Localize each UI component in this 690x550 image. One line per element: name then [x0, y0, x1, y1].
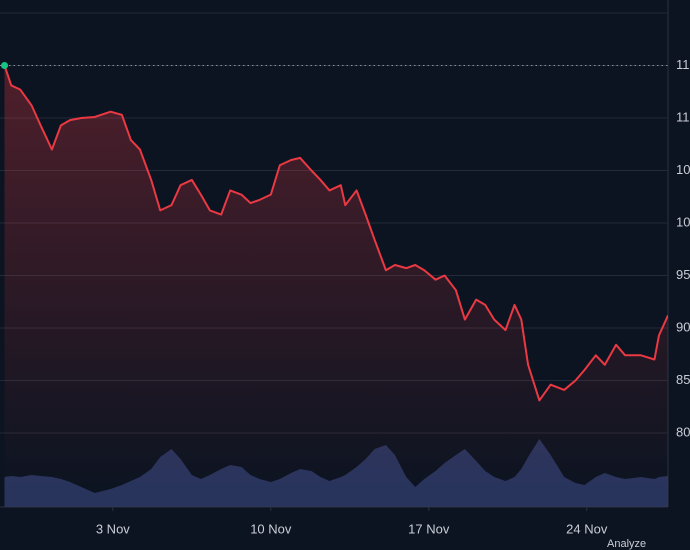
- y-tick-label: 11: [676, 57, 690, 72]
- y-tick-label: 90: [676, 319, 690, 334]
- y-tick-label: 11: [676, 109, 690, 124]
- price-area: [4, 65, 668, 486]
- x-tick-label: 17 Nov: [408, 521, 450, 536]
- x-tick-label: 24 Nov: [566, 521, 608, 536]
- y-tick-label: 10: [676, 162, 690, 177]
- y-tick-label: 85: [676, 372, 690, 387]
- x-tick-label: 10 Nov: [250, 521, 292, 536]
- start-marker: [1, 62, 9, 69]
- y-tick-label: 95: [676, 267, 690, 282]
- y-tick-label: 10: [676, 214, 690, 229]
- x-tick-label: 3 Nov: [96, 521, 130, 536]
- y-tick-label: 80: [676, 424, 690, 439]
- analyze-button[interactable]: Analyze: [607, 538, 646, 550]
- plot-area: [0, 62, 668, 507]
- price-line: [3, 65, 668, 402]
